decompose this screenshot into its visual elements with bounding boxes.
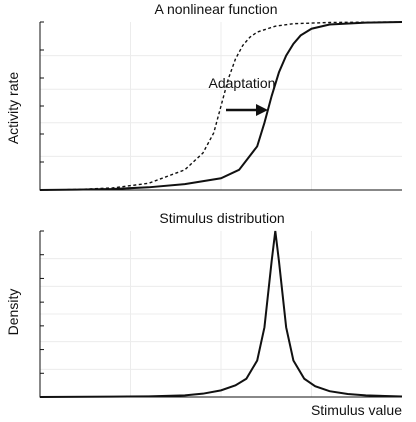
y-axis-label: Density [5,289,21,336]
stimulus-distribution-panel: Stimulus distribution Density Stimulus v… [5,210,402,418]
chart-title: A nonlinear function [155,1,278,17]
density-curve [39,230,403,398]
y-ticks [40,230,44,374]
solid-curve [39,21,403,191]
gridlines [40,231,402,397]
x-axis-label: Stimulus value [311,402,402,418]
nonlinear-function-panel: A nonlinear function Activity rate Adapt… [5,1,403,191]
y-axis-label: Activity rate [5,72,21,145]
gridlines [40,22,402,190]
y-ticks [40,21,44,163]
chart-title: Stimulus distribution [159,210,284,226]
adaptation-arrow [226,104,268,116]
adaptation-annotation: Adaptation [209,75,276,91]
